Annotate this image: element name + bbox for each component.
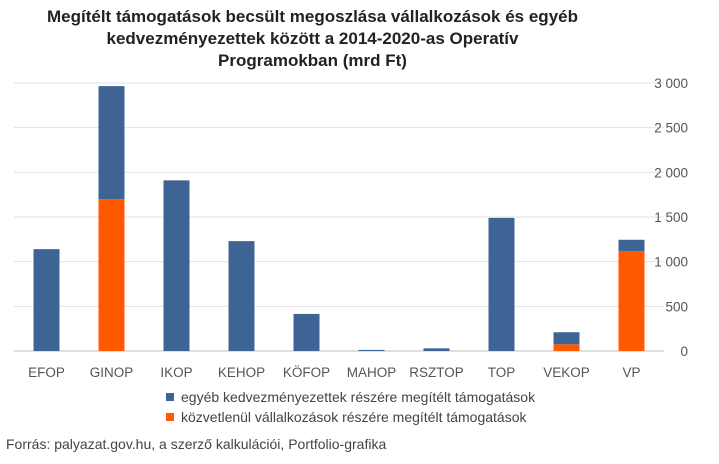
x-tick-label: KÖFOP — [283, 365, 330, 380]
legend-swatch-enterprise — [166, 413, 174, 421]
y-axis-ticks: 0 500 1 000 1 500 2 000 2 500 3 000 — [654, 76, 688, 359]
bar-enterprise — [618, 250, 645, 351]
chart-title-line: kedvezményezettek között a 2014-2020-as … — [106, 29, 519, 48]
bar-enterprise — [553, 344, 580, 351]
bar-other — [358, 349, 385, 351]
y-tick-label: 2 500 — [654, 121, 688, 136]
bar-enterprise — [98, 199, 125, 351]
chart-title-line: Programokban (mrd Ft) — [218, 51, 407, 70]
bar-other — [618, 239, 645, 251]
chart-title-line: Megítélt támogatások becsült megoszlása … — [47, 7, 578, 26]
bars — [33, 86, 645, 351]
x-tick-label: GINOP — [90, 365, 134, 380]
x-tick-label: IKOP — [160, 365, 192, 380]
y-tick-label: 1 000 — [654, 255, 688, 270]
legend: egyéb kedvezményezettek részére megítélt… — [166, 387, 535, 427]
x-axis-ticks: EFOP GINOP IKOP KEHOP KÖFOP MAHOP RSZTOP TOP VEK… — [28, 365, 640, 380]
bar-other — [228, 241, 255, 351]
source-note: Forrás: palyazat.gov.hu, a szerző kalkul… — [6, 436, 387, 452]
bar-other — [423, 348, 450, 351]
legend-label-enterprise: közvetlenül vállalkozások részére megíté… — [181, 409, 527, 425]
chart-title: Megítélt támogatások becsült megoszlása … — [0, 6, 625, 72]
y-tick-label: 2 000 — [654, 165, 688, 180]
bar-other — [488, 217, 515, 351]
y-tick-label: 1 500 — [654, 210, 688, 225]
y-tick-label: 3 000 — [654, 76, 688, 91]
bar-other — [163, 180, 190, 351]
x-tick-label: EFOP — [28, 365, 65, 380]
bar-other — [33, 249, 60, 351]
y-tick-label: 500 — [665, 299, 688, 314]
bar-other — [98, 86, 125, 200]
y-tick-label: 0 — [680, 344, 688, 359]
x-tick-label: TOP — [488, 365, 516, 380]
legend-swatch-other — [166, 393, 174, 401]
x-tick-label: KEHOP — [218, 365, 265, 380]
legend-label-other: egyéb kedvezményezettek részére megítélt… — [181, 389, 536, 405]
x-tick-label: VEKOP — [543, 365, 590, 380]
legend-item-other: egyéb kedvezményezettek részére megítélt… — [166, 387, 535, 407]
x-tick-label: VP — [622, 365, 640, 380]
bar-other — [293, 313, 320, 351]
legend-item-enterprise: közvetlenül vállalkozások részére megíté… — [166, 407, 535, 427]
x-tick-label: MAHOP — [347, 365, 397, 380]
x-tick-label: RSZTOP — [409, 365, 464, 380]
bar-other — [553, 332, 580, 345]
